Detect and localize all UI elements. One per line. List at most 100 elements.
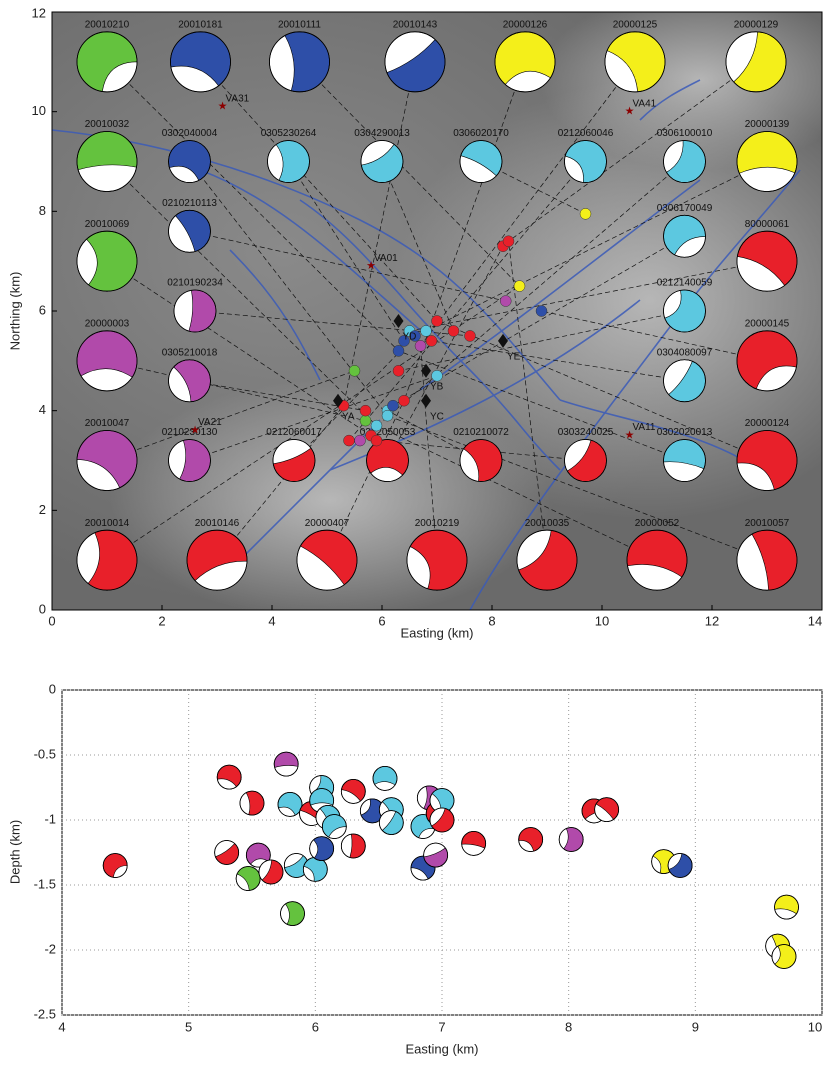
ball-outline [594, 797, 620, 822]
link-line [200, 61, 438, 322]
beachball [245, 842, 271, 868]
beachball [273, 751, 299, 777]
event-label: 20010111 [278, 19, 321, 30]
epicenter [464, 330, 476, 342]
star-label: VA11 [633, 422, 656, 433]
epicenter [398, 335, 410, 347]
link-line [381, 161, 454, 332]
ball-outline [168, 439, 211, 482]
beachball [771, 944, 797, 969]
beachball [76, 31, 138, 93]
y-tick-label: 0 [49, 681, 56, 696]
ball-outline [459, 140, 503, 183]
event-label: 0306170049 [657, 203, 713, 214]
ball-outline [771, 944, 797, 969]
link-line [541, 310, 768, 362]
y-tick-label: 8 [39, 203, 46, 218]
link-line [387, 415, 768, 561]
x-tick-label: 5 [185, 1019, 192, 1034]
link-line [189, 230, 506, 302]
beachball [736, 529, 798, 591]
ball-outline [604, 31, 666, 93]
event-label: 20000124 [745, 418, 790, 429]
link-line [508, 241, 548, 561]
event-label: 0212140059 [657, 278, 713, 289]
link-line [326, 400, 405, 561]
beachball [663, 214, 706, 258]
ball-outline [423, 842, 449, 868]
link-line [288, 161, 405, 342]
event-label: 0304290013 [354, 128, 410, 139]
link-line [106, 360, 366, 421]
link-line [106, 370, 355, 461]
ball-outline [516, 529, 578, 591]
map-layer: 20010210 20010181 20010111 20010143 20000126… [51, 11, 823, 611]
ball-outline [168, 209, 211, 253]
ball-outline [663, 140, 706, 183]
epicenter [579, 208, 592, 220]
event-label: 0302020013 [657, 427, 713, 438]
beachball [461, 831, 487, 856]
link-line [299, 61, 520, 287]
ball-outline [429, 807, 455, 833]
beachball [214, 840, 240, 865]
link-line [106, 260, 372, 436]
ball-outline [406, 529, 468, 591]
epicenter [354, 434, 366, 447]
station [498, 333, 508, 348]
y-axis-label: Northing (km) [7, 272, 22, 351]
event-label: 0305210018 [162, 347, 218, 358]
beachball [459, 439, 503, 482]
beachball [406, 529, 468, 591]
epicenter [343, 434, 355, 447]
map-frame [51, 11, 823, 611]
ball-outline [736, 230, 798, 292]
event-label: 80000061 [745, 219, 790, 230]
beachball [366, 439, 409, 482]
y-tick-label: -2 [44, 941, 56, 956]
star-label: VA21 [198, 417, 222, 428]
event-label: 20000003 [85, 318, 130, 329]
epicenter [431, 315, 443, 327]
ball-outline [558, 827, 584, 852]
event-label: 20010014 [85, 518, 130, 529]
fault-lines [52, 79, 801, 610]
beachball [173, 289, 217, 333]
ball-outline [186, 529, 248, 591]
link-line [106, 61, 399, 352]
ball-outline [273, 751, 299, 777]
beachball [725, 31, 787, 93]
beachball [102, 853, 128, 878]
event-label: 0212060046 [558, 128, 614, 139]
beachball [309, 836, 335, 861]
epicenter [348, 365, 361, 377]
beachball [269, 31, 330, 93]
link-line [409, 260, 768, 332]
event-label: 0210210113 [162, 198, 217, 209]
event-label: 20010057 [745, 518, 790, 529]
y-tick-label: 4 [39, 402, 46, 417]
star-marker: ★ [218, 101, 228, 113]
ball-outline [173, 289, 217, 333]
event-label: 20000052 [635, 518, 680, 529]
ball-outline [564, 140, 607, 183]
event-label: 20010035 [525, 518, 570, 529]
station [421, 393, 431, 408]
beachball [76, 230, 138, 292]
beachball [736, 330, 798, 392]
epicenter [359, 414, 372, 427]
ball-outline [736, 131, 798, 192]
event-label: 20010146 [195, 518, 240, 529]
ball-outline [736, 529, 798, 591]
event-label: 20000407 [305, 518, 350, 529]
beachball [594, 797, 620, 822]
star-marker: ★ [625, 429, 635, 441]
x-tick-label: 0 [48, 613, 55, 628]
epicenter [447, 325, 460, 337]
ball-outline [518, 827, 544, 852]
x-tick-label: 10 [808, 1019, 822, 1034]
beachball [186, 529, 248, 591]
event-label: 0306100010 [657, 128, 713, 139]
y-tick-label: 10 [32, 103, 46, 118]
beachball [372, 766, 398, 791]
